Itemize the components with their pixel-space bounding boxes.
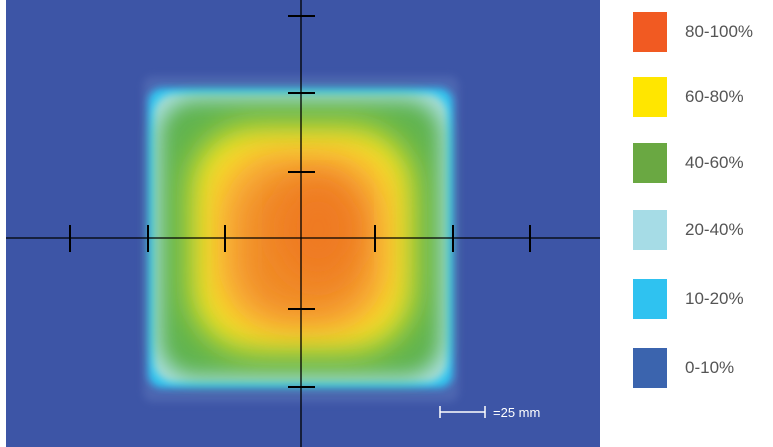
legend-swatch [633,279,667,319]
legend-swatch [633,210,667,250]
legend-item-20-40: 20-40% [633,210,744,250]
legend-label: 20-40% [685,220,744,239]
heatmap-plot: =25 mm [6,0,600,447]
legend-item-10-20: 10-20% [633,279,744,319]
legend-item-0-10: 0-10% [633,348,734,388]
scale-bar-label: =25 mm [493,405,540,420]
heatmap-core [278,180,358,280]
legend-label: 80-100% [685,22,754,41]
legend-label: 60-80% [685,87,744,106]
legend-swatch [633,143,667,183]
legend-label: 10-20% [685,289,744,308]
legend-swatch [633,348,667,388]
legend-swatch [633,12,667,52]
legend-item-80-100: 80-100% [633,12,753,52]
legend-item-40-60: 40-60% [633,143,744,183]
legend-label: 40-60% [685,153,744,172]
scale-bar: =25 mm [439,405,540,420]
legend-item-60-80: 60-80% [633,77,744,117]
legend-label: 0-10% [685,358,735,377]
legend-swatch [633,77,667,117]
